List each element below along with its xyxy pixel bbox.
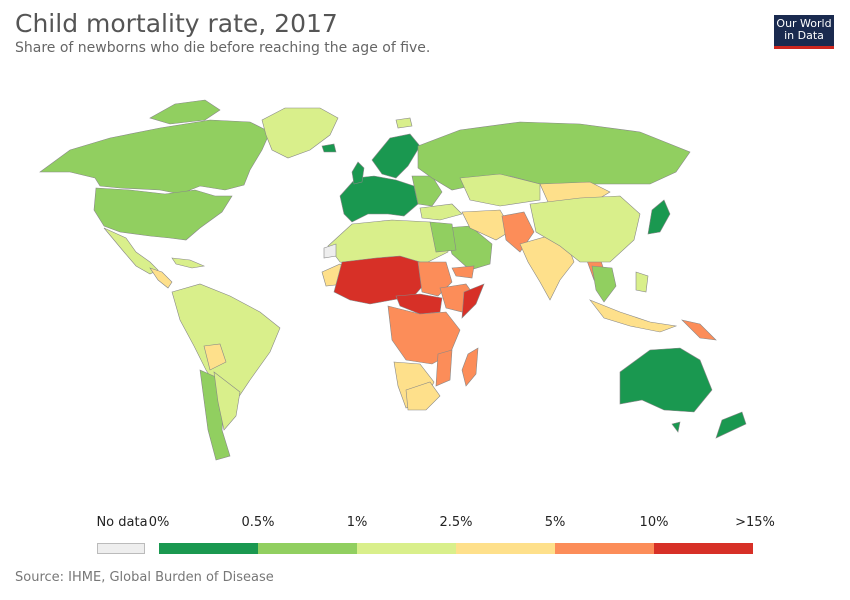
legend-label-3: 2.5% xyxy=(439,515,473,530)
region-tasmania[interactable] xyxy=(671,421,681,433)
legend-label-end: >15% xyxy=(735,515,775,530)
region-eastern-europe[interactable] xyxy=(411,175,443,207)
logo-line-1: Our World xyxy=(776,17,832,30)
region-scandinavia[interactable] xyxy=(371,133,421,179)
region-western-europe[interactable] xyxy=(339,175,419,223)
legend-swatch-3[interactable] xyxy=(456,543,555,554)
legend-swatch-2[interactable] xyxy=(357,543,456,554)
legend-no-data-swatch xyxy=(97,543,145,554)
region-papua-new-guinea[interactable] xyxy=(681,319,717,341)
region-greenland[interactable] xyxy=(261,107,339,159)
region-svalbard[interactable] xyxy=(395,117,413,129)
world-map xyxy=(39,99,747,461)
region-central-america[interactable] xyxy=(149,267,173,289)
logo-line-2: in Data xyxy=(784,29,824,42)
region-japan[interactable] xyxy=(647,199,671,235)
region-philippines[interactable] xyxy=(635,271,649,293)
region-caribbean[interactable] xyxy=(171,257,206,269)
region-yemen[interactable] xyxy=(451,265,475,279)
region-western-sahara[interactable] xyxy=(323,243,337,259)
region-mozambique[interactable] xyxy=(435,349,453,387)
region-iran-iraq[interactable] xyxy=(461,209,513,241)
region-south-africa[interactable] xyxy=(405,381,441,411)
region-madagascar[interactable] xyxy=(461,347,479,387)
region-uk[interactable] xyxy=(351,161,365,185)
region-new-zealand[interactable] xyxy=(715,411,747,439)
region-australia[interactable] xyxy=(619,347,713,413)
legend-swatch-4[interactable] xyxy=(555,543,654,554)
region-arctic-islands[interactable] xyxy=(149,99,221,125)
legend-swatch-0[interactable] xyxy=(159,543,258,554)
region-turkey[interactable] xyxy=(419,203,463,221)
region-egypt[interactable] xyxy=(429,221,457,253)
region-argentina[interactable] xyxy=(213,371,241,431)
owid-logo[interactable]: Our World in Data xyxy=(774,15,834,49)
region-bolivia[interactable] xyxy=(203,343,227,371)
legend-label-5: 10% xyxy=(639,515,669,530)
region-indonesia[interactable] xyxy=(589,299,678,333)
chart-subtitle: Share of newborns who die before reachin… xyxy=(15,40,431,56)
region-iceland[interactable] xyxy=(321,143,337,153)
source-note: Source: IHME, Global Burden of Disease xyxy=(15,570,274,585)
legend-label-0: 0% xyxy=(148,515,170,530)
region-central-africa[interactable] xyxy=(395,293,443,315)
legend-no-data-label: No data xyxy=(96,515,148,530)
region-russia[interactable] xyxy=(417,121,691,191)
region-china[interactable] xyxy=(529,195,641,263)
region-thailand-vietnam[interactable] xyxy=(591,265,617,303)
legend-label-2: 1% xyxy=(346,515,368,530)
region-canada[interactable] xyxy=(39,119,271,195)
region-usa[interactable] xyxy=(93,187,233,241)
chart-title: Child mortality rate, 2017 xyxy=(15,9,338,38)
legend-label-4: 5% xyxy=(544,515,566,530)
region-somalia[interactable] xyxy=(461,283,485,319)
legend-label-1: 0.5% xyxy=(241,515,275,530)
legend-swatch-5[interactable] xyxy=(654,543,753,554)
legend-swatch-1[interactable] xyxy=(258,543,357,554)
region-south-america-north[interactable] xyxy=(171,283,281,399)
region-kazakhstan[interactable] xyxy=(459,173,541,207)
